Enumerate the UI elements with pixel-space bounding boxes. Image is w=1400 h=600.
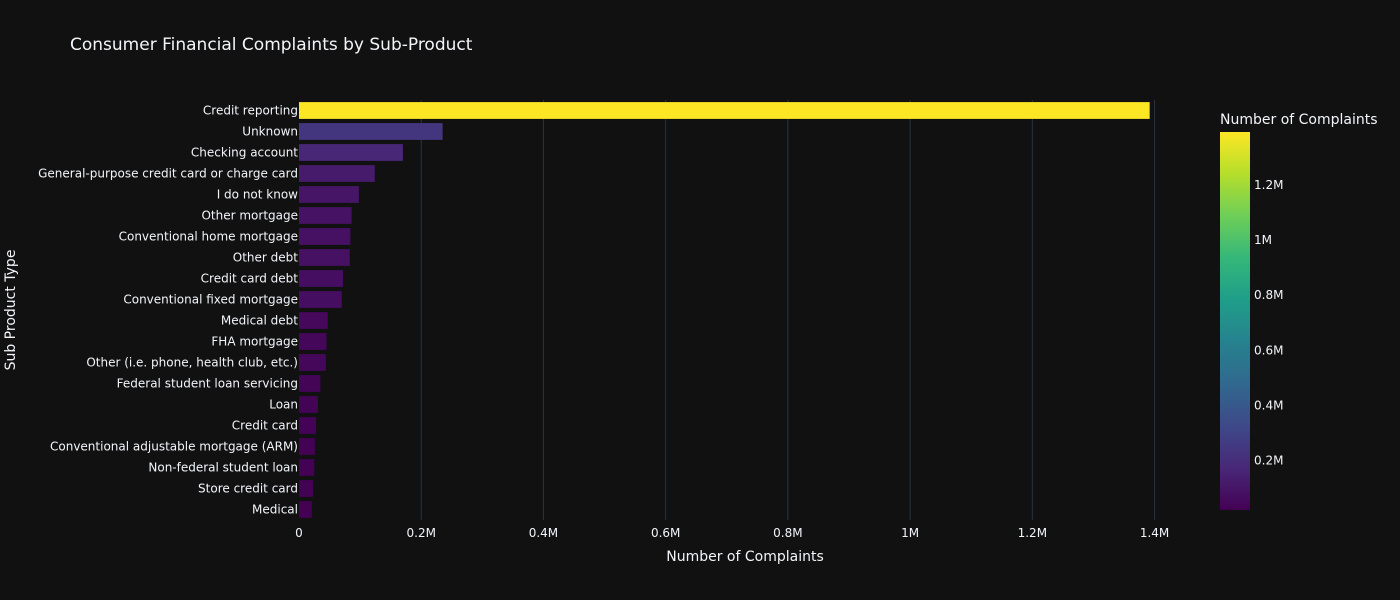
colorbar-title: Number of Complaints [1220, 112, 1378, 128]
bar[interactable] [299, 186, 359, 203]
colorbar-tick-label: 1.2M [1254, 178, 1283, 192]
category-label: General-purpose credit card or charge ca… [38, 167, 298, 181]
category-label: Medical [252, 503, 298, 517]
category-label: FHA mortgage [211, 335, 298, 349]
chart-title: Consumer Financial Complaints by Sub-Pro… [70, 35, 473, 55]
category-label: Conventional home mortgage [119, 230, 298, 244]
x-tick-label: 0.2M [407, 526, 436, 540]
bar[interactable] [299, 417, 317, 434]
x-tick-label: 0.8M [773, 526, 802, 540]
bars [299, 102, 1150, 518]
bar[interactable] [299, 291, 342, 308]
y-axis-title: Sub Product Type [3, 250, 19, 371]
category-label: Conventional fixed mortgage [123, 293, 298, 307]
category-label: Credit card [232, 419, 298, 433]
colorbar [1220, 132, 1250, 510]
x-tick-labels: 0 0.2M 0.4M 0.6M 0.8M 1M 1.2M 1.4M [295, 526, 1169, 540]
bar[interactable] [299, 249, 350, 266]
colorbar-tick-label: 0.2M [1254, 454, 1283, 468]
category-label: I do not know [217, 188, 298, 202]
bar[interactable] [299, 207, 352, 224]
bar[interactable] [299, 501, 312, 518]
x-tick-label: 0.6M [651, 526, 680, 540]
grid-lines [420, 100, 1156, 520]
colorbar-tick-label: 0.6M [1254, 343, 1283, 357]
colorbar-tick-label: 0.4M [1254, 399, 1283, 413]
category-label: Non-federal student loan [148, 461, 298, 475]
bar[interactable] [299, 144, 403, 161]
x-axis-title: Number of Complaints [666, 549, 824, 565]
x-tick-label: 1.4M [1140, 526, 1169, 540]
category-label: Medical debt [221, 314, 298, 328]
bar[interactable] [299, 228, 351, 245]
bar[interactable] [299, 438, 315, 455]
bar[interactable] [299, 459, 315, 476]
bar[interactable] [299, 354, 326, 371]
bar[interactable] [299, 123, 443, 140]
category-label: Conventional adjustable mortgage (ARM) [50, 440, 298, 454]
category-label: Other debt [233, 251, 299, 265]
bar[interactable] [299, 312, 328, 329]
bar[interactable] [299, 102, 1150, 119]
bar[interactable] [299, 333, 327, 350]
colorbar-tick-labels: 0.2M 0.4M 0.6M 0.8M 1M 1.2M [1254, 178, 1283, 468]
category-label: Unknown [242, 125, 298, 139]
bar[interactable] [299, 480, 314, 497]
category-label: Store credit card [198, 482, 298, 496]
bar[interactable] [299, 396, 318, 413]
x-tick-label: 0 [295, 526, 303, 540]
colorbar-tick-label: 0.8M [1254, 288, 1283, 302]
category-label: Other (i.e. phone, health club, etc.) [86, 356, 298, 370]
bar[interactable] [299, 375, 321, 392]
category-label: Federal student loan servicing [117, 377, 298, 391]
x-tick-label: 0.4M [529, 526, 558, 540]
bar[interactable] [299, 270, 343, 287]
category-label: Credit card debt [201, 272, 299, 286]
x-tick-label: 1.2M [1018, 526, 1047, 540]
colorbar-tick-label: 1M [1254, 233, 1272, 247]
x-tick-label: 1M [901, 526, 919, 540]
bar[interactable] [299, 165, 375, 182]
category-labels: Credit reporting Unknown Checking account G… [38, 104, 298, 517]
category-label: Checking account [191, 146, 298, 160]
category-label: Credit reporting [203, 104, 298, 118]
category-label: Loan [269, 398, 298, 412]
category-label: Other mortgage [201, 209, 298, 223]
